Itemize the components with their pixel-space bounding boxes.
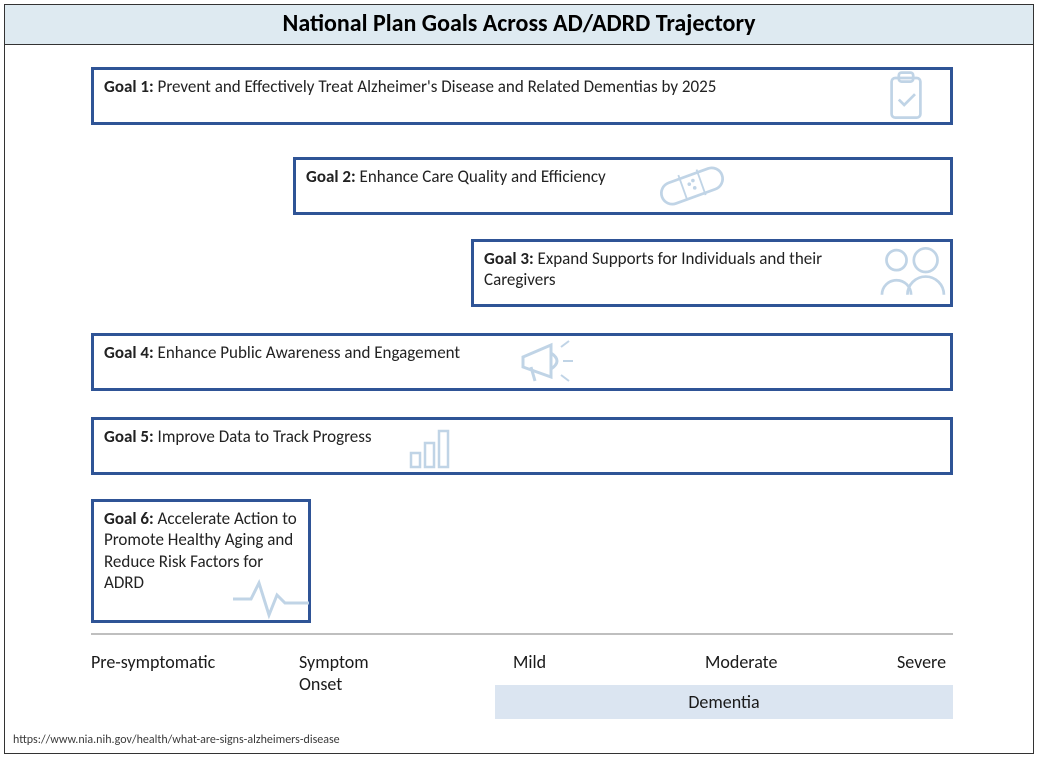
trajectory-axis-line [91,633,953,635]
diagram-content: Dementia Pre-symptomatic SymptomOnset Mild… [5,45,1033,753]
bar-chart-icon [401,417,459,475]
dementia-band: Dementia [495,685,953,719]
axis-label: Moderate [705,651,777,673]
dementia-band-label: Dementia [688,691,759,713]
goal-text: Goal 1: Prevent and Effectively Treat Al… [104,76,716,97]
title-text: National Plan Goals Across AD/ADRD Traje… [283,9,756,38]
heartbeat-icon [231,573,311,623]
axis-label: Severe [897,651,946,673]
goal-box-1: Goal 1: Prevent and Effectively Treat Al… [91,67,953,125]
megaphone-icon [513,333,583,391]
axis-label: SymptomOnset [299,651,369,695]
bandage-icon [651,157,733,215]
diagram-canvas: Dementia Pre-symptomatic SymptomOnset Mild… [33,67,1005,741]
footer-url-text: https://www.nia.nih.gov/health/what-are-… [13,733,340,747]
goal-box-5: Goal 5: Improve Data to Track Progress [91,417,953,475]
clipboard-check-icon [877,69,935,123]
goal-text: Goal 2: Enhance Care Quality and Efficie… [306,166,606,187]
axis-label: Mild [513,651,546,673]
people-icon [871,239,953,305]
goal-box-2: Goal 2: Enhance Care Quality and Efficie… [293,157,953,215]
footer-source-url: https://www.nia.nih.gov/health/what-are-… [13,733,340,747]
goal-text: Goal 3: Expand Supports for Individuals … [484,248,856,291]
goal-text: Goal 5: Improve Data to Track Progress [104,426,372,447]
axis-label: Pre-symptomatic [91,651,215,673]
title-bar: National Plan Goals Across AD/ADRD Traje… [5,5,1033,45]
goal-text: Goal 4: Enhance Public Awareness and Eng… [104,342,460,363]
diagram-container: National Plan Goals Across AD/ADRD Traje… [4,4,1034,754]
